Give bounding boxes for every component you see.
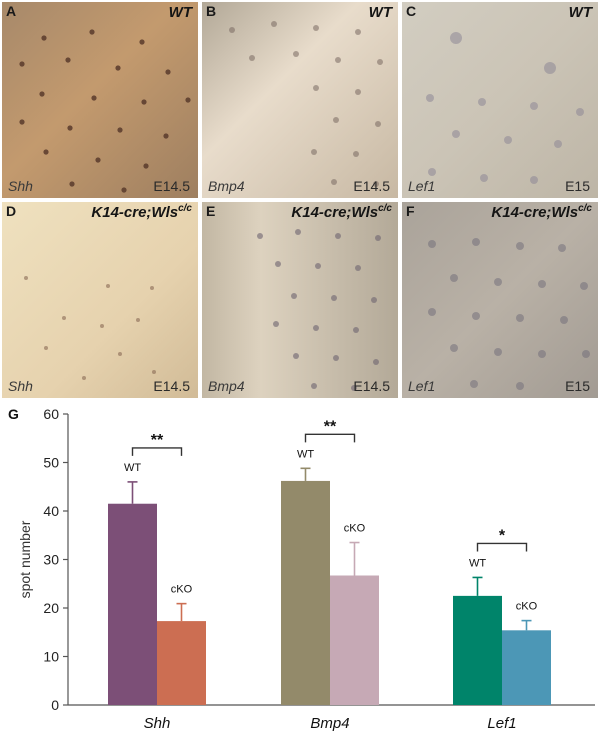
panel-label: C [406,3,417,19]
significance-bracket [476,542,528,552]
significance-marker: * [499,527,506,544]
gene-label: Bmp4 [208,178,245,194]
genotype-label: WT [568,4,592,21]
genotype-label: K14-cre;Wlsc/c [491,203,592,221]
stage-label: E15 [565,178,590,194]
genotype-label: WT [368,4,392,21]
chart-panel-label: G [8,406,19,422]
y-tick-label: 60 [43,406,59,422]
panel-label: F [406,203,415,219]
significance-marker: ** [151,432,164,449]
bar-chart: 0 10 20 30 40 50 60 spot number WT cKO ** WT cKO ** WT… [17,406,595,732]
stage-label: E15 [565,378,590,394]
panel-f: F K14-cre;Wlsc/c Lef1 E15 [402,202,598,398]
panel-label: E [206,203,216,219]
panel-a: A WT Shh E14.5 [2,2,198,198]
panel-label: B [206,3,217,19]
genotype-label: WT [168,4,192,21]
panel-label: D [6,203,17,219]
panel-f-image [402,202,598,398]
panel-label: A [6,3,17,19]
bar-shh-wt [108,503,157,705]
bar-label: WT [469,557,486,569]
panel-b-image [202,2,398,198]
y-tick-label: 30 [43,552,59,568]
panel-c-image [402,2,598,198]
gene-label: Lef1 [408,378,436,394]
panel-d-image [2,202,198,398]
bar-lef1-wt [453,595,502,705]
significance-bracket [304,433,356,443]
panel-d: D K14-cre;Wlsc/c Shh E14.5 [2,202,198,398]
x-category-label: Shh [144,715,171,732]
panel-e-image [202,202,398,398]
panel-c: C WT Lef1 E15 [402,2,598,198]
x-category-label: Bmp4 [310,715,349,732]
bar-bmp4-cko [330,575,379,705]
gene-label: Bmp4 [208,378,245,394]
stage-label: E14.5 [353,378,390,394]
significance-marker: ** [324,418,337,435]
bar-label: cKO [171,584,193,596]
y-tick-label: 0 [51,697,59,713]
y-tick-label: 10 [43,649,59,665]
y-tick-label: 50 [43,455,59,471]
bar-label: cKO [344,523,366,535]
bar-label: WT [297,448,314,460]
y-axis-label: spot number [17,520,33,598]
genotype-label: K14-cre;Wlsc/c [91,203,192,221]
bar-lef1-cko [502,630,551,705]
y-tick-label: 20 [43,600,59,616]
bar-label: cKO [516,601,538,613]
panel-a-image [2,2,198,198]
stage-label: E14.5 [353,178,390,194]
panel-b: B WT Bmp4 E14.5 [202,2,398,198]
panel-e: E K14-cre;Wlsc/c Bmp4 E14.5 [202,202,398,398]
gene-label: Shh [8,378,33,394]
bar-shh-cko [157,621,206,705]
gene-label: Lef1 [408,178,436,194]
y-tick-label: 40 [43,503,59,519]
x-category-label: Lef1 [487,715,516,732]
genotype-label: K14-cre;Wlsc/c [291,203,392,221]
gene-label: Shh [8,178,33,194]
significance-bracket [131,447,183,456]
stage-label: E14.5 [153,378,190,394]
stage-label: E14.5 [153,178,190,194]
bar-bmp4-wt [281,480,330,705]
bar-label: WT [124,462,141,474]
